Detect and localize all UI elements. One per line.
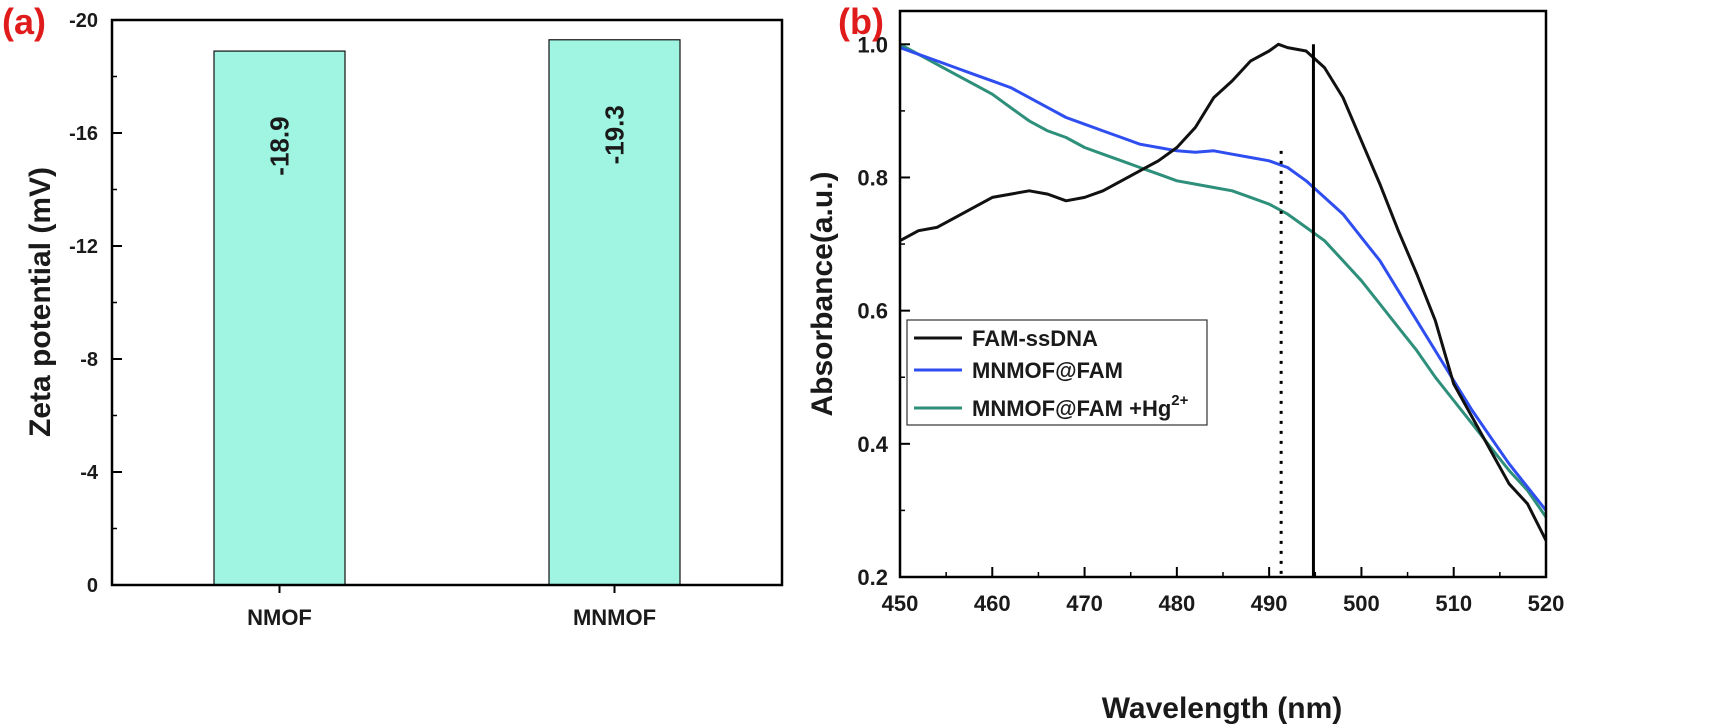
panel-b-label: (b)	[838, 1, 884, 42]
x-tick-label: 480	[1158, 591, 1195, 616]
series-line-fam-ssdna	[899, 42, 1548, 542]
y-tick-label: -4	[80, 462, 99, 484]
panel-b-series-lines	[899, 42, 1548, 542]
x-tick-label: 490	[1251, 591, 1288, 616]
bar-value-label-mnmof: -19.3	[600, 105, 630, 164]
panel-b-y-ticks: 0.2 0.4 0.6 0.8 1.0	[857, 32, 910, 590]
legend-label-mnmof-fam-hg-main: MNMOF@FAM +Hg	[972, 396, 1171, 421]
bar-nmof	[213, 50, 346, 586]
x-tick-label: 450	[882, 591, 919, 616]
series-line-mnmof-fam-hg	[899, 42, 1548, 518]
x-tick-label: 520	[1528, 591, 1565, 616]
x-tick-label: 500	[1343, 591, 1380, 616]
panel-a-zeta-bar-chart: (a) -18.9 -19.3 0-4-8-12-16-20 NMOF MNMOF …	[2, 1, 784, 630]
x-tick-label-mnmof: MNMOF	[573, 605, 656, 630]
panel-a-x-ticks: NMOF MNMOF	[247, 585, 656, 630]
bar-mnmof	[548, 39, 681, 586]
y-tick-label: -16	[69, 123, 98, 145]
legend-label-mnmof-fam: MNMOF@FAM	[972, 358, 1123, 383]
bar-value-label-nmof: -18.9	[265, 116, 295, 175]
x-tick-label: 470	[1066, 591, 1103, 616]
y-tick-label: -12	[69, 236, 98, 258]
x-tick-label: 460	[974, 591, 1011, 616]
panel-a-y-ticks: 0 -4 -8 -12 -16 -20	[69, 10, 122, 597]
panel-b-reference-lines	[1279, 44, 1315, 577]
y-tick-label: -20	[69, 10, 98, 32]
x-tick-label-nmof: NMOF	[247, 605, 312, 630]
y-tick-label: 1.0	[857, 32, 888, 57]
panel-a-label: (a)	[2, 1, 46, 42]
legend-label-mnmof-fam-hg-superscript: 2+	[1171, 392, 1188, 409]
y-tick-label: 0.6	[857, 299, 888, 324]
y-tick-label: -8	[80, 349, 98, 371]
y-tick-label: 0.2	[857, 565, 888, 590]
legend-label-mnmof-fam-hg: MNMOF@FAM +Hg2+	[972, 392, 1189, 421]
panel-a-bars: -18.9 -19.3	[213, 39, 681, 586]
legend-label-fam-ssdna: FAM-ssDNA	[972, 326, 1098, 351]
panel-b-x-ticks: 450 460 470 480 490 500 510 520	[882, 567, 1565, 616]
panel-a-y-axis-title: Zeta potential (mV)	[24, 167, 57, 437]
y-tick-label: 0.4	[857, 432, 888, 457]
panel-b-x-axis-title: Wavelength (nm)	[1102, 692, 1343, 725]
y-tick-label: 0	[87, 575, 98, 597]
panel-b-legend: FAM-ssDNA MNMOF@FAM MNMOF@FAM +Hg2+	[906, 319, 1208, 426]
series-line-mnmof-fam	[899, 46, 1548, 512]
panel-b-y-axis-title: Absorbance(a.u.)	[806, 171, 839, 416]
x-tick-label: 510	[1435, 591, 1472, 616]
panel-b-absorbance-line-chart: (b) 0.2 0.4 0.6 0.8 1.0 450 460 470 480 490 500 51…	[806, 1, 1564, 725]
y-tick-label: 0.8	[857, 165, 888, 190]
panel-a-plot-frame	[110, 18, 784, 587]
